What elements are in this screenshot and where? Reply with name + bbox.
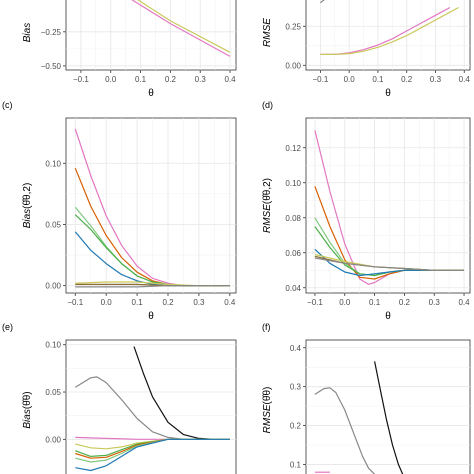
series-line-8: [75, 438, 230, 472]
y-tick-label: 0.1: [290, 460, 302, 469]
x-tick-label: 0.4: [224, 298, 236, 307]
series-line-2: [374, 361, 404, 474]
panel-3: −0.1 0.0 0.1 0.2 0.3 0.4 0.00 0.05 0.10 θ Bias(θ̂θ…: [2, 100, 237, 322]
x-tick-label: 0.1: [132, 298, 144, 307]
x-tick-label: −0.1: [312, 75, 328, 84]
y-axis-label: RMSE(θ̂θ): [261, 387, 273, 434]
y-tick-label: 0.00: [45, 435, 61, 444]
series-line-8: [314, 257, 464, 271]
y-tick-label: 0.2: [290, 422, 302, 431]
y-axis-label: RMSE(θ̂θ,2): [261, 178, 273, 233]
x-tick-label: −0.1: [307, 298, 323, 307]
panel-2: −0.1 0.0 0.1 0.2 0.3 0.4 0.00 0.25 θ RMSE: [262, 0, 471, 99]
y-tick-label: 0.10: [45, 159, 61, 168]
y-tick-label: −0.25: [41, 28, 62, 37]
x-tick-label: 0.2: [165, 75, 177, 84]
x-tick-label: 0.0: [344, 75, 356, 84]
x-tick-label: 0.3: [429, 298, 441, 307]
plot-area: [65, 0, 237, 71]
y-tick-label: 0.05: [45, 388, 61, 397]
series-line-3: [320, 0, 325, 4]
x-tick-label: 0.2: [399, 298, 411, 307]
y-tick-label: 0.08: [285, 214, 301, 223]
y-axis-label: Bias(θ̂θ,2): [21, 183, 33, 229]
x-tick-label: 0.3: [430, 75, 442, 84]
x-tick-label: 0.3: [193, 298, 205, 307]
y-tick-label: 0.00: [45, 282, 61, 291]
y-tick-label: −0.50: [41, 62, 62, 71]
x-tick-label: −0.1: [73, 75, 89, 84]
series-line-2: [137, 0, 231, 53]
y-axis-label: Bias(θ̂θ): [21, 391, 33, 428]
x-tick-label: 0.2: [162, 298, 174, 307]
y-tick-label: 0.12: [285, 144, 301, 153]
plot-area: [65, 117, 237, 294]
y-axis-label: RMSE: [262, 18, 273, 47]
x-tick-label: 0.0: [105, 75, 117, 84]
y-tick-label: 0.25: [285, 22, 301, 31]
y-tick-label: 0.06: [285, 249, 301, 258]
x-axis-label: θ: [385, 88, 391, 99]
y-axis-label: Bias: [22, 23, 33, 42]
plot-area: [305, 117, 471, 294]
x-tick-label: 0.0: [101, 298, 113, 307]
x-tick-label: 0.0: [339, 298, 351, 307]
x-tick-label: 0.4: [459, 75, 471, 84]
series-line-1: [314, 387, 376, 474]
plot-area: [65, 339, 237, 474]
panel-1: −0.1 0.0 0.1 0.2 0.3 0.4 −0.25 −0.50 θ Bias: [22, 0, 237, 99]
x-axis-label: θ: [385, 311, 391, 322]
x-axis-label: θ: [148, 88, 154, 99]
y-tick-label: 0.04: [285, 284, 301, 293]
x-axis-label: θ: [148, 311, 154, 322]
panel-6: 0.1 0.2 0.3 0.4 RMSE(θ̂θ) (f): [261, 322, 471, 474]
x-tick-label: 0.3: [195, 75, 207, 84]
x-tick-label: 0.1: [369, 298, 381, 307]
x-tick-label: −0.1: [67, 298, 83, 307]
series-line-8: [75, 285, 230, 288]
y-tick-label: 0.4: [290, 344, 302, 353]
panel-4: −0.1 0.0 0.1 0.2 0.3 0.4 0.04 0.06 0.08 0.10 0.12 θ…: [261, 100, 471, 322]
x-tick-label: 0.1: [372, 75, 384, 84]
x-tick-label: 0.4: [224, 75, 236, 84]
panel-label: (f): [262, 322, 271, 332]
x-tick-label: 0.2: [401, 75, 413, 84]
series-line-1: [131, 0, 231, 57]
panel-label: (e): [2, 322, 13, 332]
series-line-2: [320, 6, 459, 56]
panel-label: (d): [262, 100, 273, 110]
x-tick-label: 0.4: [458, 298, 470, 307]
y-tick-label: 0.10: [285, 179, 301, 188]
plot-area: [305, 339, 471, 474]
panel-label: (c): [2, 100, 13, 110]
y-tick-label: 0.3: [290, 383, 302, 392]
y-tick-label: 0.00: [285, 61, 301, 70]
y-tick-label: 0.10: [45, 341, 61, 350]
x-tick-label: 0.1: [135, 75, 147, 84]
y-tick-label: 0.05: [45, 220, 61, 229]
panel-5: 0.00 0.05 0.10 Bias(θ̂θ) (e): [2, 322, 237, 474]
